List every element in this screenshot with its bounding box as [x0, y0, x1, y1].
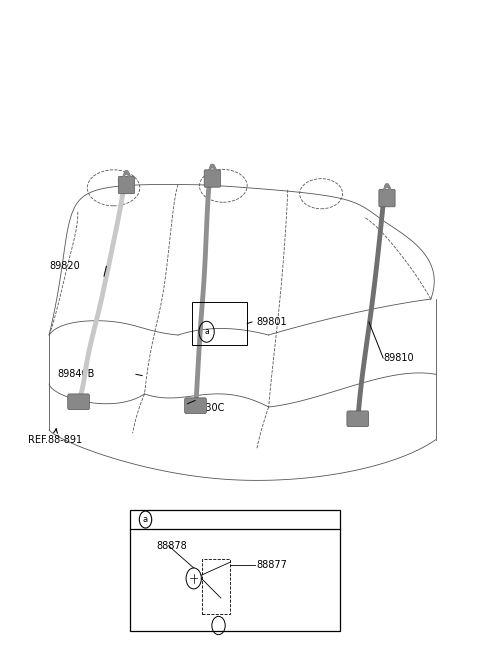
Text: 89840B: 89840B	[57, 369, 95, 379]
Text: 89810: 89810	[383, 353, 414, 363]
Text: a: a	[143, 515, 148, 524]
FancyBboxPatch shape	[347, 411, 369, 426]
FancyBboxPatch shape	[118, 176, 134, 194]
Text: a: a	[204, 327, 209, 336]
Polygon shape	[123, 171, 130, 179]
FancyBboxPatch shape	[185, 398, 206, 413]
Text: REF.88-891: REF.88-891	[28, 429, 82, 445]
Text: 89801: 89801	[257, 317, 288, 327]
Text: 89830C: 89830C	[188, 403, 225, 413]
FancyBboxPatch shape	[379, 189, 395, 207]
FancyBboxPatch shape	[204, 170, 220, 187]
FancyBboxPatch shape	[130, 510, 340, 631]
Polygon shape	[209, 165, 216, 173]
Polygon shape	[384, 184, 391, 193]
Text: 88878: 88878	[156, 541, 187, 551]
Text: 88877: 88877	[257, 560, 288, 570]
Text: 89820: 89820	[49, 261, 80, 271]
FancyBboxPatch shape	[68, 394, 89, 409]
